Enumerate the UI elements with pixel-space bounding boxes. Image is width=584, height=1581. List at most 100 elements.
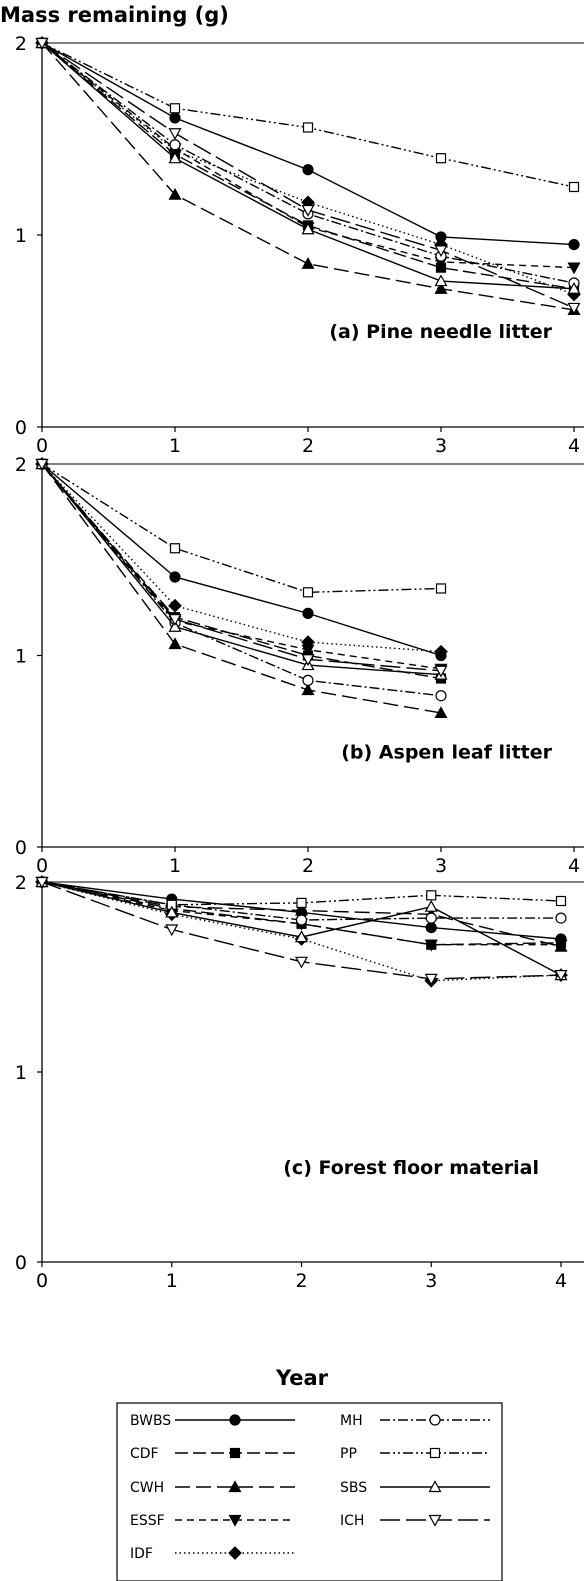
- data-point-cwh: [434, 706, 448, 719]
- series-line-bwbs: [41, 463, 442, 657]
- data-point-ich: [424, 973, 438, 986]
- panel-a: 0 1 2 3 4 0 1 2 (a) Pine needle litter: [15, 33, 584, 457]
- data-point-idf: [168, 598, 182, 613]
- series-cwh: [35, 457, 448, 719]
- legend-label: ESSF: [130, 1513, 165, 1529]
- data-point-ich: [294, 956, 309, 969]
- legend-marker: [428, 1480, 442, 1493]
- series-cdf: [36, 458, 447, 684]
- data-point-sbs: [301, 222, 315, 235]
- legend-entry-idf: IDF: [130, 1546, 295, 1562]
- series-essf: [35, 458, 448, 676]
- series-pp: [36, 458, 447, 598]
- y-tick-label: 2: [15, 872, 27, 894]
- legend-entry-mh: MH: [340, 1413, 490, 1429]
- chart-title: Mass remaining (g): [0, 3, 229, 27]
- data-point-pp: [568, 181, 580, 193]
- series-idf: [35, 457, 448, 659]
- data-point-mh: [435, 690, 447, 702]
- x-axis-label: Year: [275, 1366, 329, 1390]
- data-point-pp: [302, 122, 314, 133]
- x-tick-label: 0: [36, 435, 48, 457]
- legend-marker: [429, 1447, 441, 1459]
- data-point-idf: [301, 635, 315, 649]
- x-tick-label: 4: [568, 855, 580, 877]
- y-tick-label: 1: [15, 646, 27, 668]
- legend-marker: [228, 1480, 242, 1493]
- legend-marker: [228, 1546, 242, 1560]
- series-sbs: [35, 457, 448, 680]
- legend-label: CDF: [130, 1446, 159, 1462]
- legend-marker: [228, 1514, 242, 1527]
- y-tick-label: 1: [15, 1062, 27, 1084]
- x-tick-label: 3: [435, 435, 447, 457]
- legend-entry-pp: PP: [340, 1446, 490, 1462]
- series-line-cdf: [41, 463, 442, 680]
- panel-title-c: (c) Forest floor material: [283, 1157, 539, 1179]
- data-point-sbs: [567, 282, 581, 294]
- panel-title-a: (a) Pine needle litter: [329, 321, 552, 343]
- data-point-bwbs: [568, 239, 580, 251]
- series-mh: [36, 458, 447, 702]
- legend-entry-ich: ICH: [340, 1513, 490, 1529]
- series-line-pp: [41, 463, 442, 594]
- y-tick-label: 0: [15, 1252, 27, 1274]
- data-point-bwbs: [169, 112, 181, 124]
- series-line-mh: [41, 463, 442, 697]
- data-point-sbs: [168, 620, 182, 632]
- series-essf: [35, 37, 581, 275]
- data-point-mh: [425, 912, 437, 924]
- data-point-sbs: [424, 899, 438, 912]
- legend-entry-sbs: SBS: [340, 1480, 490, 1496]
- data-point-bwbs: [302, 164, 314, 176]
- x-tick-label: 3: [425, 1270, 437, 1292]
- x-tick-label: 2: [302, 435, 314, 457]
- series-line-ich: [41, 463, 442, 672]
- legend-label: MH: [340, 1413, 363, 1429]
- data-point-ich: [301, 204, 315, 217]
- x-tick-label: 0: [36, 855, 48, 877]
- series-ich: [35, 458, 448, 678]
- data-point-mh: [302, 674, 314, 686]
- data-point-ich: [168, 614, 182, 626]
- legend-label: PP: [340, 1446, 357, 1462]
- series-line-essf: [41, 463, 442, 670]
- series-ich: [35, 37, 581, 315]
- data-point-cwh: [434, 282, 448, 294]
- x-tick-label: 3: [435, 855, 447, 877]
- data-point-sbs: [434, 274, 448, 287]
- data-point-mh: [295, 914, 308, 926]
- series-line-idf: [41, 42, 575, 296]
- legend-entry-essf: ESSF: [130, 1513, 295, 1529]
- series-line-idf: [41, 463, 442, 653]
- data-point-sbs: [168, 151, 182, 164]
- legend-label: IDF: [130, 1546, 153, 1562]
- legend-marker: [428, 1514, 442, 1527]
- y-tick-label: 1: [15, 225, 27, 247]
- data-point-pp: [426, 890, 437, 901]
- data-point-essf: [554, 939, 568, 952]
- data-point-cwh: [168, 187, 182, 200]
- data-point-pp: [169, 543, 181, 554]
- legend-label: ICH: [340, 1513, 364, 1529]
- data-point-mh: [555, 912, 567, 924]
- series-sbs: [35, 36, 581, 294]
- data-point-mh: [169, 139, 181, 151]
- panel-c: 0 1 2 3 4 0 1 2 (c) Forest floor material: [15, 872, 584, 1292]
- data-point-idf: [434, 644, 448, 659]
- data-point-pp: [435, 583, 447, 594]
- data-point-essf: [424, 939, 438, 952]
- data-point-ich: [567, 302, 581, 315]
- series-line-mh: [41, 42, 575, 284]
- x-tick-label: 2: [295, 1270, 307, 1292]
- legend: BWBS CDF CWH ESSF IDF MH PP SBS ICH: [116, 1402, 503, 1581]
- data-point-sbs: [294, 930, 309, 943]
- data-point-pp: [296, 897, 307, 909]
- series-line-cwh: [41, 463, 442, 714]
- legend-label: SBS: [340, 1480, 367, 1496]
- x-tick-label: 1: [169, 855, 181, 877]
- series-line-essf: [41, 881, 561, 946]
- data-point-bwbs: [169, 571, 181, 583]
- data-point-pp: [555, 895, 567, 907]
- y-tick-label: 2: [15, 454, 27, 476]
